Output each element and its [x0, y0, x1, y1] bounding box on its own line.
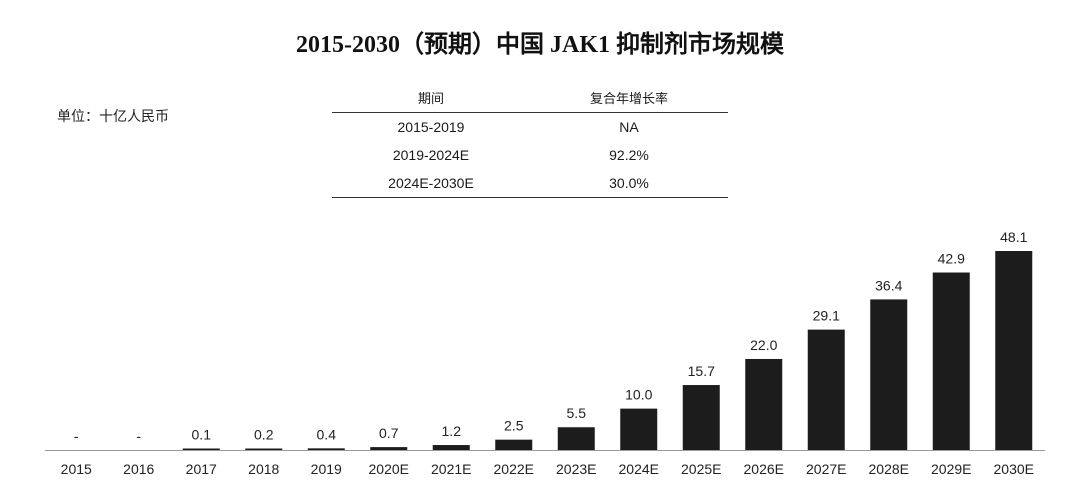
- data-label: 0.4: [317, 426, 337, 442]
- data-label: 2.5: [504, 418, 524, 434]
- data-label: 0.1: [192, 427, 212, 443]
- x-tick-label: 2025E: [681, 461, 721, 477]
- bar: [307, 448, 345, 450]
- x-tick-label: 2016: [123, 461, 154, 477]
- x-tick-label: 2015: [61, 461, 92, 477]
- x-tick-label: 2023E: [556, 461, 596, 477]
- x-tick-label: 2029E: [931, 461, 971, 477]
- x-tick-label: 2017: [186, 461, 217, 477]
- data-label: 0.2: [254, 427, 274, 443]
- cagr-row: 2024E-2030E 30.0%: [332, 169, 728, 198]
- x-tick-label: 2022E: [494, 461, 534, 477]
- cagr-rate: 92.2%: [609, 147, 649, 163]
- bar: [245, 448, 283, 450]
- bar: [495, 439, 533, 450]
- bar: [620, 408, 658, 450]
- bar: [807, 329, 845, 450]
- x-tick-label: 2021E: [431, 461, 471, 477]
- bar: [870, 299, 908, 450]
- cagr-row: 2015-2019 NA: [332, 113, 728, 142]
- data-label: -: [74, 428, 79, 444]
- chart-title: 2015-2030（预期）中国 JAK1 抑制剂市场规模: [296, 32, 784, 58]
- unit-label: 单位：十亿人民币: [57, 109, 169, 125]
- data-label: 22.0: [750, 337, 777, 353]
- bar: [432, 445, 470, 450]
- bar: [557, 427, 595, 450]
- bar: [745, 358, 783, 450]
- cagr-header-period: 期间: [332, 82, 530, 113]
- x-tick-label: 2019: [311, 461, 342, 477]
- cagr-period: 2015-2019: [397, 119, 465, 135]
- cagr-row: 2019-2024E 92.2%: [332, 141, 728, 169]
- cagr-header-row: 期间 复合年增长率: [332, 82, 728, 113]
- data-label: -: [136, 428, 141, 444]
- data-label: 10.0: [625, 387, 652, 403]
- x-tick-label: 2024E: [619, 461, 659, 477]
- x-tick-label: 2028E: [869, 461, 909, 477]
- data-label: 0.7: [379, 425, 399, 441]
- data-label: 15.7: [688, 363, 715, 379]
- cagr-period: 2019-2024E: [392, 147, 470, 163]
- x-tick-label: 2018: [248, 461, 279, 477]
- bar: [682, 385, 720, 450]
- data-label: 29.1: [813, 308, 840, 324]
- cagr-rate: NA: [619, 119, 639, 135]
- bar: [370, 447, 408, 450]
- x-tick-label: 2020E: [369, 461, 409, 477]
- data-label: 5.5: [567, 405, 587, 421]
- bar: [995, 251, 1033, 450]
- bar: [932, 272, 970, 450]
- cagr-table: 期间 复合年增长率 2015-2019 NA 2019-2024E 92.2% …: [332, 82, 728, 198]
- x-tick-label: 2026E: [744, 461, 784, 477]
- data-label: 42.9: [938, 251, 965, 267]
- x-tick-label: 2030E: [994, 461, 1034, 477]
- x-tick-label: 2027E: [806, 461, 846, 477]
- cagr-header-rate: 复合年增长率: [530, 82, 728, 113]
- data-label: 36.4: [875, 277, 902, 293]
- data-label: 1.2: [442, 423, 462, 439]
- data-label: 48.1: [1000, 229, 1027, 245]
- bar: [182, 448, 220, 450]
- cagr-rate: 30.0%: [530, 169, 728, 198]
- cagr-period: 2024E-2030E: [332, 169, 530, 198]
